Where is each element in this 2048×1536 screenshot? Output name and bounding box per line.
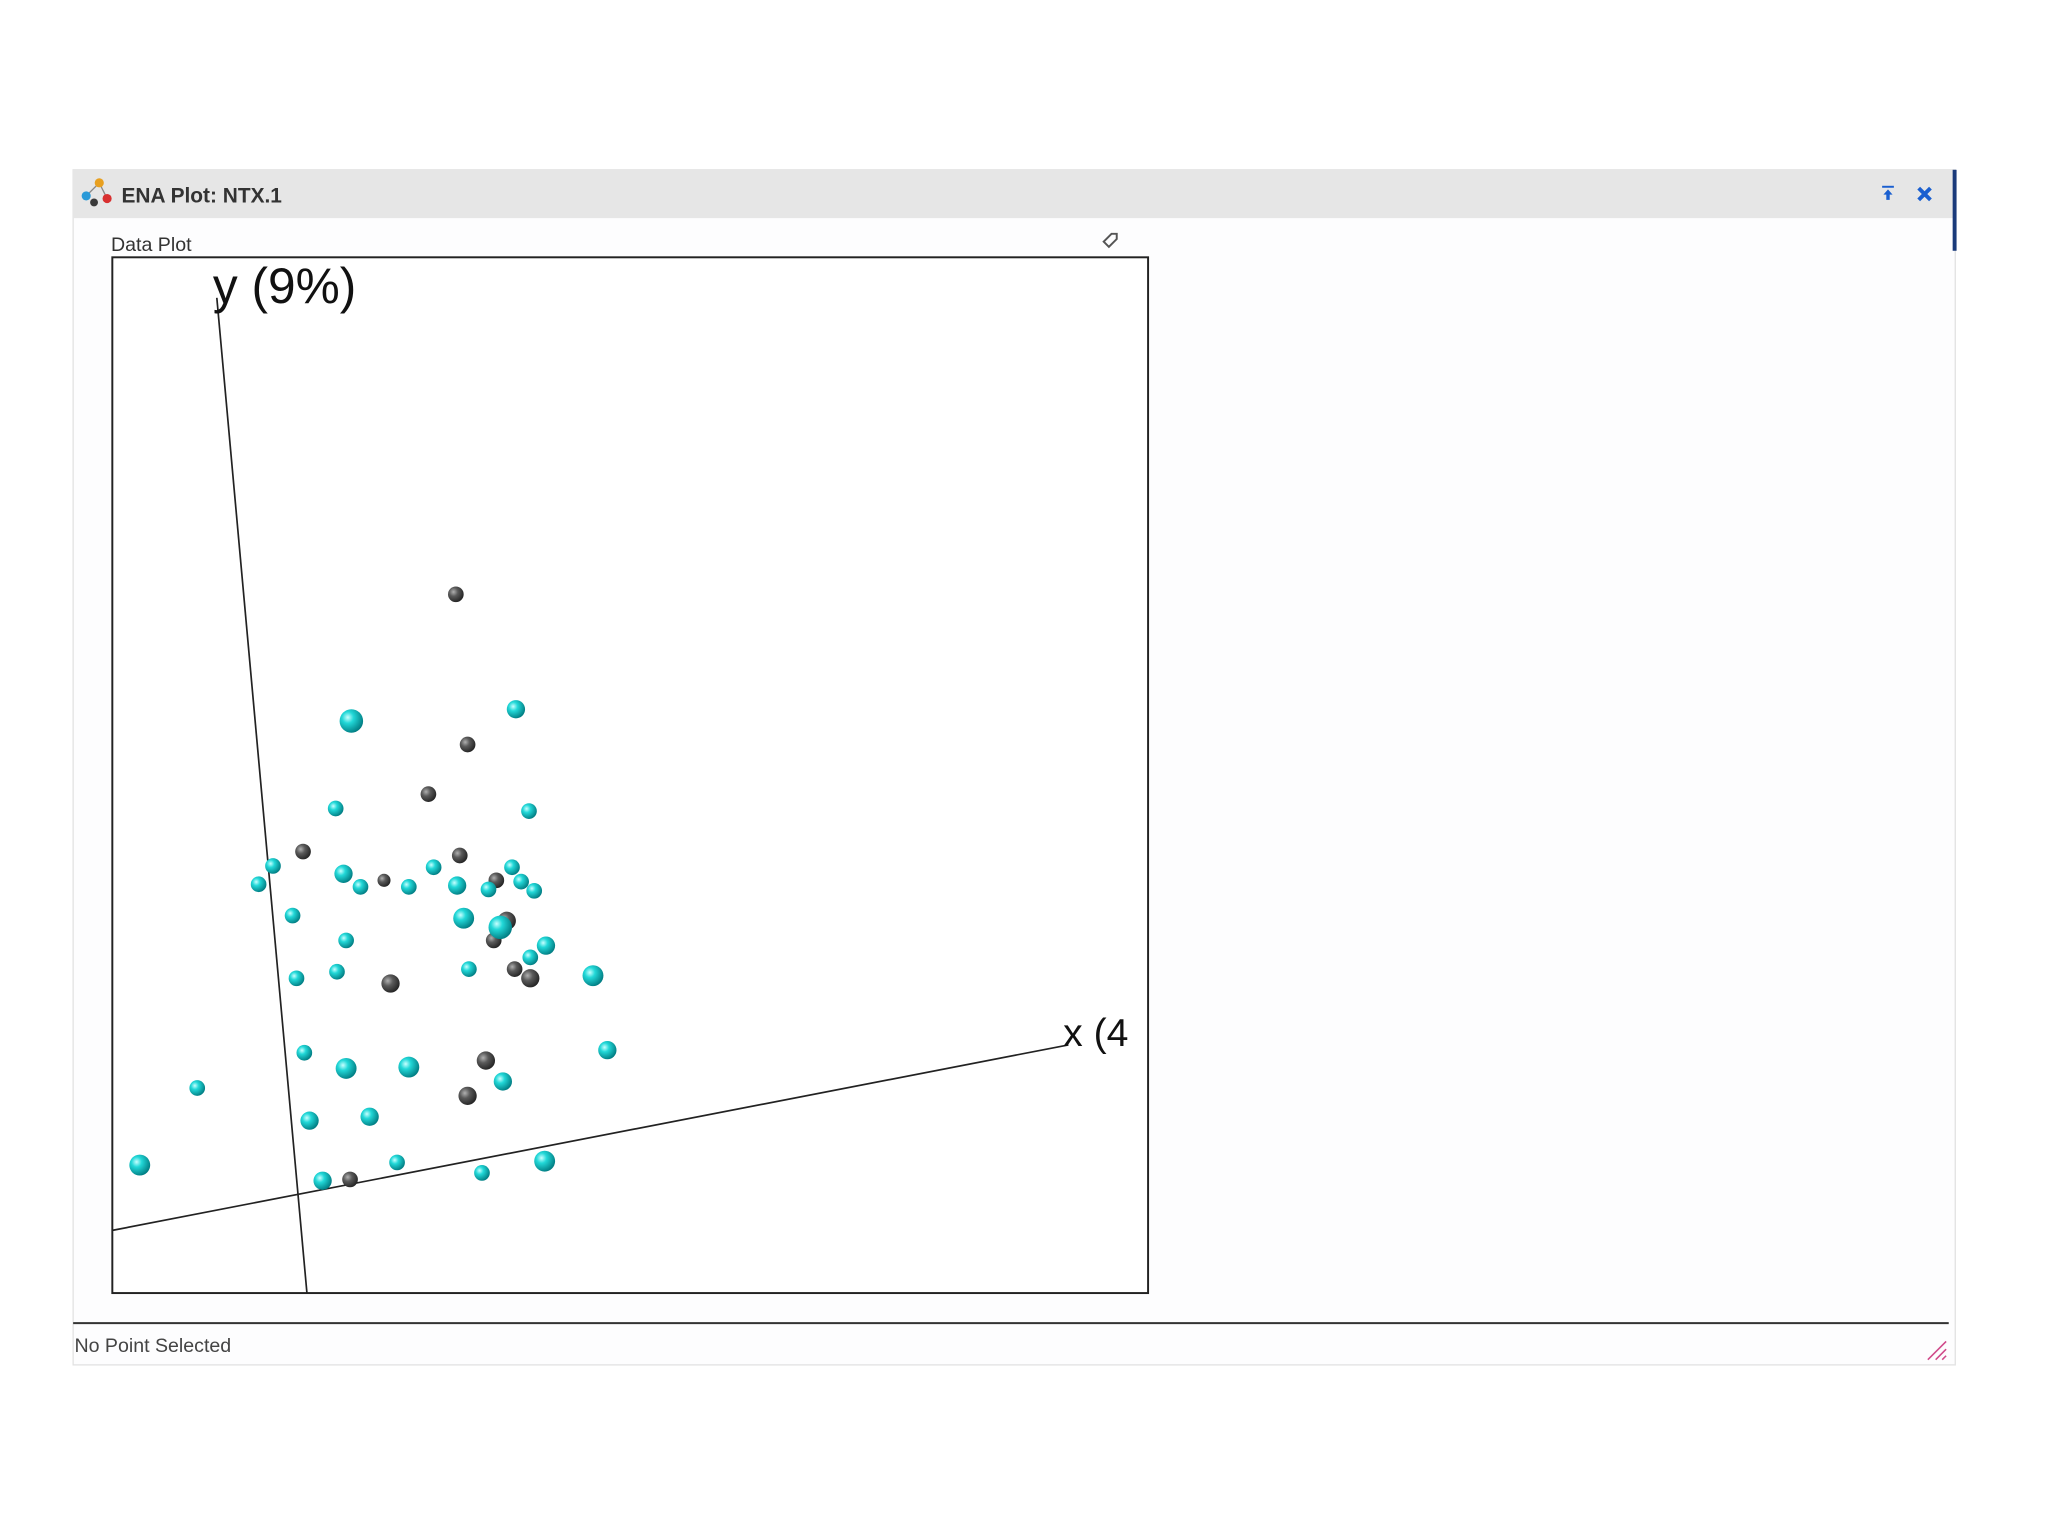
point[interactable] — [296, 1044, 313, 1061]
plot-area — [111, 256, 1150, 1295]
point[interactable] — [420, 786, 437, 802]
tag-button[interactable] — [1102, 232, 1118, 249]
point[interactable] — [389, 1154, 405, 1171]
point[interactable] — [295, 843, 311, 860]
x-axis — [112, 1044, 1069, 1232]
close-button[interactable] — [1917, 186, 1932, 202]
point[interactable] — [342, 1171, 358, 1188]
point[interactable] — [338, 932, 354, 949]
point[interactable] — [476, 1051, 496, 1070]
point[interactable] — [129, 1154, 151, 1176]
x-axis-label: x (4 — [1063, 1012, 1128, 1055]
point[interactable] — [521, 969, 540, 988]
panel-title: Data Plot — [111, 234, 192, 256]
point[interactable] — [327, 800, 344, 817]
point[interactable] — [300, 1111, 319, 1130]
point[interactable] — [458, 1086, 477, 1105]
point[interactable] — [352, 879, 369, 895]
point[interactable] — [448, 876, 467, 895]
scrollbar — [1952, 169, 1957, 251]
point[interactable] — [425, 859, 442, 876]
window: ENA Plot: NTX.1 Data Plot y (9%) x (4 No… — [72, 169, 1957, 1366]
point[interactable] — [582, 965, 604, 987]
point[interactable] — [504, 859, 520, 876]
point[interactable] — [377, 873, 391, 887]
resize-grip[interactable] — [1927, 1340, 1947, 1361]
plot-content: y (9%) x (4 — [112, 258, 1128, 1294]
point[interactable] — [335, 1057, 357, 1079]
point[interactable] — [313, 1171, 332, 1190]
point[interactable] — [506, 700, 526, 719]
y-axis-label: y (9%) — [213, 258, 356, 314]
point[interactable] — [536, 936, 556, 955]
point[interactable] — [329, 963, 345, 980]
point[interactable] — [339, 709, 364, 733]
point[interactable] — [334, 864, 353, 883]
point[interactable] — [189, 1080, 206, 1096]
point[interactable] — [522, 949, 539, 966]
point[interactable] — [398, 1056, 420, 1078]
window-title: ENA Plot: NTX.1 — [121, 184, 282, 207]
title-bar — [73, 169, 1956, 219]
point[interactable] — [493, 1072, 512, 1091]
point[interactable] — [506, 961, 523, 977]
point[interactable] — [265, 858, 281, 874]
y-axis — [215, 297, 308, 1294]
point[interactable] — [526, 882, 543, 899]
point[interactable] — [448, 586, 464, 603]
point[interactable] — [474, 1165, 490, 1181]
point[interactable] — [480, 881, 497, 898]
point[interactable] — [453, 907, 475, 929]
point[interactable] — [461, 961, 477, 977]
point[interactable] — [513, 873, 529, 890]
status-text: No Point Selected — [74, 1335, 231, 1357]
point[interactable] — [284, 907, 301, 924]
point[interactable] — [451, 847, 468, 864]
point[interactable] — [400, 879, 417, 895]
point[interactable] — [288, 970, 305, 987]
point[interactable] — [250, 876, 267, 893]
point[interactable] — [488, 915, 512, 940]
point[interactable] — [360, 1107, 379, 1126]
point[interactable] — [459, 736, 476, 753]
app-icon — [81, 178, 112, 207]
point[interactable] — [534, 1150, 556, 1172]
point[interactable] — [521, 803, 537, 819]
point[interactable] — [598, 1040, 617, 1060]
point[interactable] — [381, 974, 400, 993]
